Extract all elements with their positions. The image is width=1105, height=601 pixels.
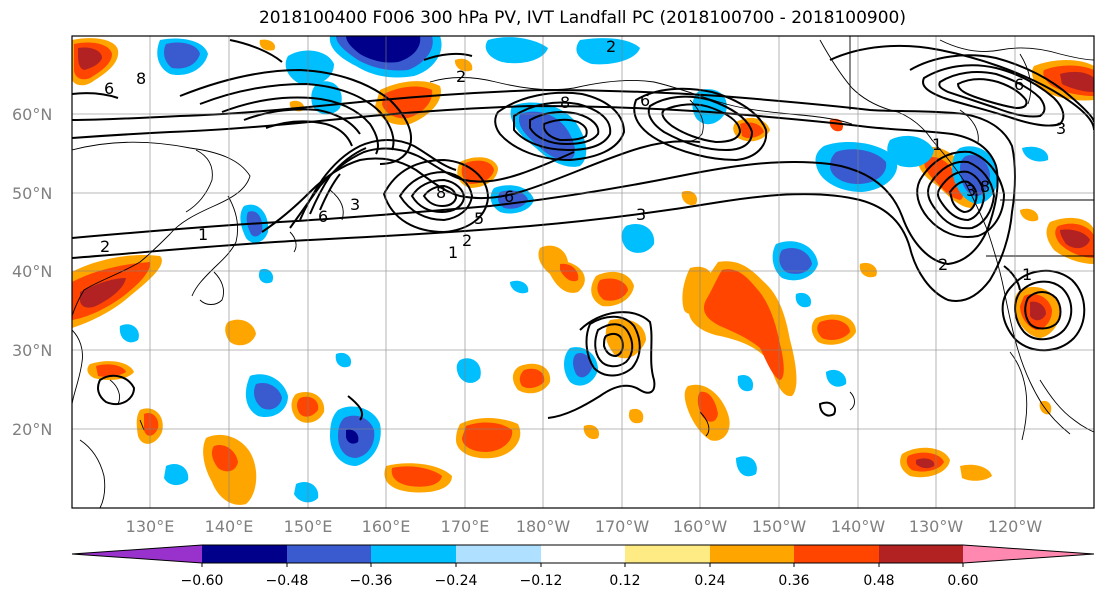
lat-label: 60°N (12, 105, 52, 124)
colorbar-ticks (201, 563, 964, 567)
colorbar-segment (541, 545, 625, 563)
lon-label: 160°W (673, 517, 728, 536)
colorbar-tick-label: 0.36 (778, 573, 809, 589)
colorbar-segment (72, 545, 202, 563)
contour-label: 6 (104, 79, 114, 98)
contour-label: 8 (560, 93, 570, 112)
contour-label: 6 (504, 187, 514, 206)
colorbar-segment (879, 545, 963, 563)
contour-label: 8 (136, 69, 146, 88)
contour-label: 2 (456, 67, 466, 86)
contour-label: 3 (636, 205, 646, 224)
colorbar-tick-label: −0.48 (266, 573, 309, 589)
lon-label: 140°W (831, 517, 886, 536)
contour-label: 1 (448, 243, 458, 262)
lon-label: 150°W (752, 517, 807, 536)
contour-label: 5 (474, 209, 484, 228)
lon-label: 180°W (516, 517, 571, 536)
contour-label: 2 (606, 37, 616, 56)
lon-label: 120°W (988, 517, 1043, 536)
lat-label: 40°N (12, 262, 52, 281)
colorbar-tick-label: −0.36 (350, 573, 393, 589)
contour-label: 2 (100, 237, 110, 256)
contour-label: 2 (462, 231, 472, 250)
lon-label: 130°W (909, 517, 964, 536)
colorbar-tick-label: 0.60 (947, 573, 978, 589)
colorbar-segment (625, 545, 710, 563)
lon-label: 130°E (126, 517, 175, 536)
lon-label: 170°E (441, 517, 490, 536)
ivt-contours (72, 39, 1094, 421)
lat-label: 20°N (12, 420, 52, 439)
colorbar-segment (371, 545, 456, 563)
colorbar: −0.60 −0.48 −0.36 −0.24 −0.12 0.12 0.24 … (71, 544, 1095, 589)
contour-label: 3 (350, 195, 360, 214)
colorbar-segment (963, 545, 1094, 563)
coastlines (72, 36, 1094, 508)
contour-label: 1 (198, 225, 208, 244)
lon-label: 160°E (362, 517, 411, 536)
contour-label: 3 (966, 181, 976, 200)
contour-label: 8 (436, 183, 446, 202)
contour-label: 2 (938, 255, 948, 274)
lat-label: 30°N (12, 341, 52, 360)
map-border (71, 35, 1095, 509)
colorbar-segments (71, 544, 1095, 564)
latitude-labels: 60°N 50°N 40°N 30°N 20°N (12, 105, 52, 439)
lat-label: 50°N (12, 184, 52, 203)
contour-label: 1 (932, 135, 942, 154)
colorbar-segment (287, 545, 371, 563)
contour-label: 6 (318, 207, 328, 226)
colorbar-tick-label: 0.48 (863, 573, 894, 589)
colorbar-tick-label: −0.24 (435, 573, 478, 589)
map-title: 2018100400 F006 300 hPa PV, IVT Landfall… (258, 8, 906, 28)
colorbar-tick-label: 0.12 (609, 573, 640, 589)
contour-label: 3 (1056, 119, 1066, 138)
contour-labels: 2 6 8 3 8 6 6 8 3 5 6 2 1 3 1 2 6 3 2 1 … (100, 37, 1066, 284)
colorbar-tick-label: 0.24 (694, 573, 725, 589)
contour-label: 8 (980, 177, 990, 196)
lon-label: 140°E (205, 517, 254, 536)
contour-label: 6 (1014, 75, 1024, 94)
gridlines (72, 36, 1094, 508)
colorbar-segment (710, 545, 794, 563)
longitude-labels: 130°E 140°E 150°E 160°E 170°E 180°W 170°… (126, 517, 1043, 536)
lon-label: 170°W (595, 517, 650, 536)
colorbar-labels: −0.60 −0.48 −0.36 −0.24 −0.12 0.12 0.24 … (181, 573, 979, 589)
colorbar-tick-label: −0.12 (520, 573, 563, 589)
contour-label: 6 (640, 91, 650, 110)
colorbar-segment (202, 545, 287, 563)
colorbar-segment (456, 545, 541, 563)
colorbar-segment (794, 545, 879, 563)
contour-label: 1 (1022, 265, 1032, 284)
colorbar-tick-label: −0.60 (181, 573, 224, 589)
lon-label: 150°E (284, 517, 333, 536)
